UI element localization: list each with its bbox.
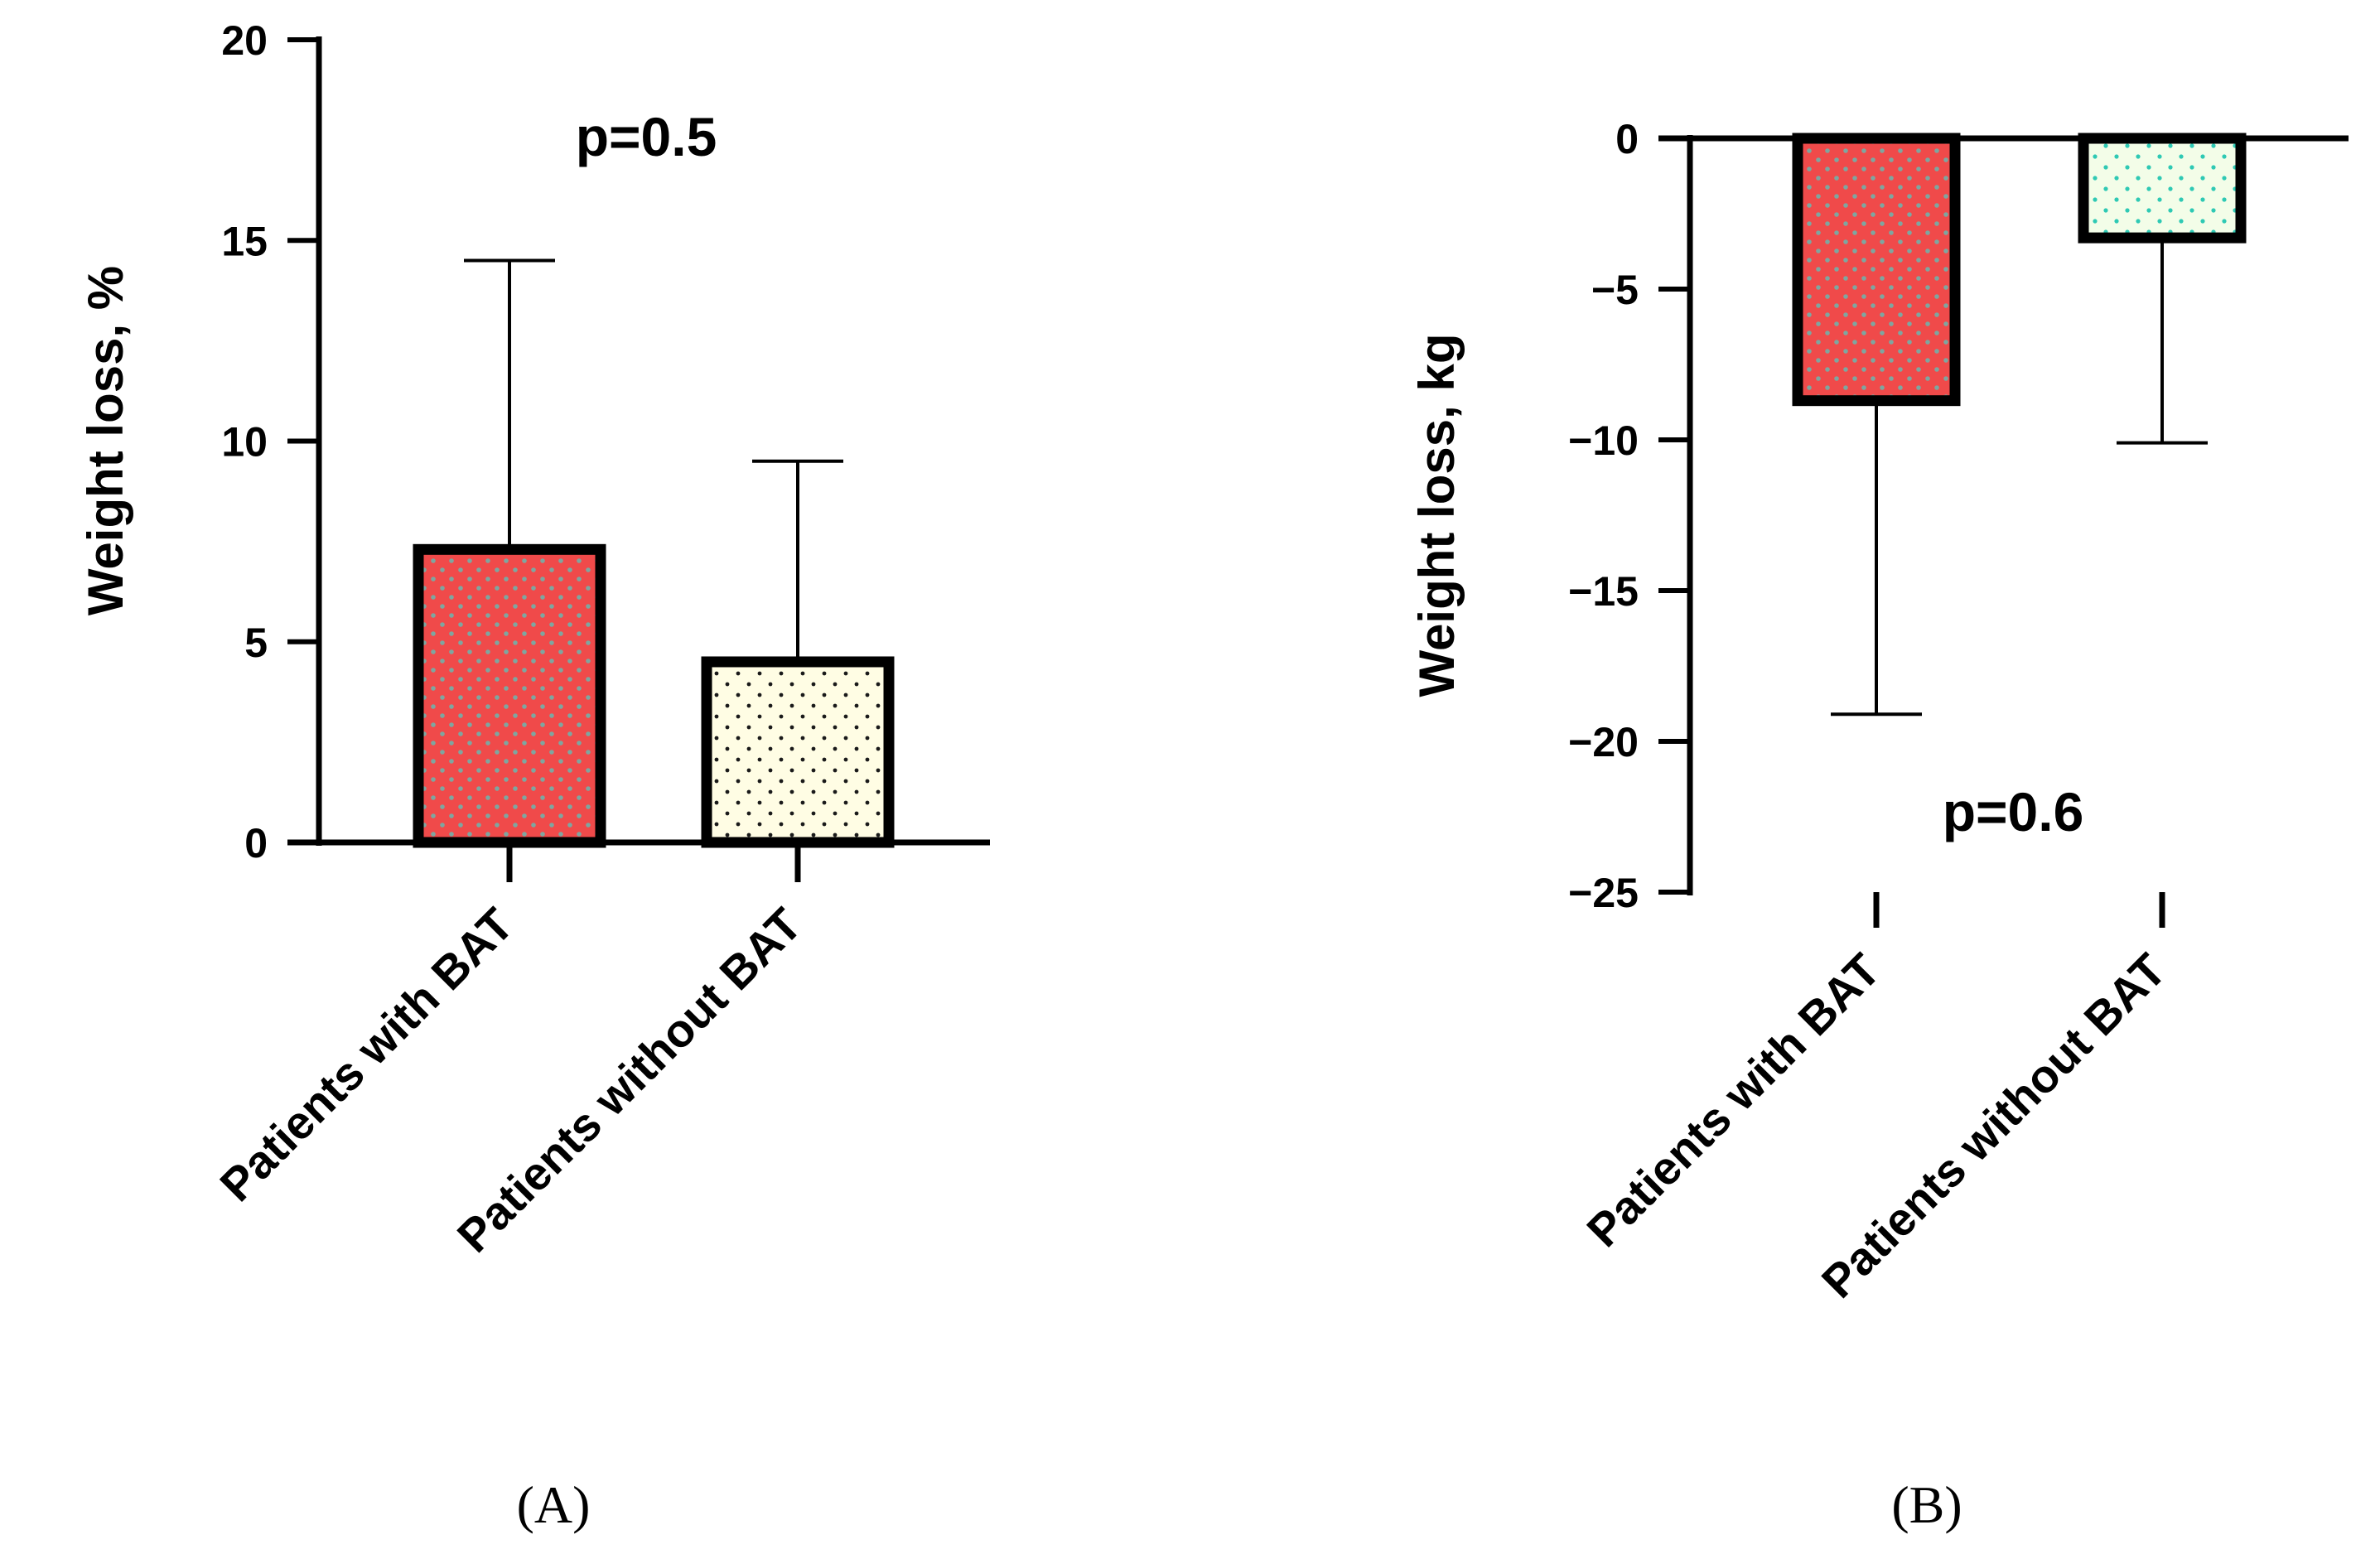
panel-b-bar-1 bbox=[1792, 133, 1961, 407]
panel-a-p-value: p=0.5 bbox=[576, 106, 717, 167]
panel-a-y-tick-label: 15 bbox=[221, 218, 268, 264]
panel-a-bar-1 bbox=[413, 543, 606, 848]
panel-a-y-tick-label: 10 bbox=[221, 419, 268, 466]
panel-b-y-tick-label: −15 bbox=[1568, 568, 1639, 615]
panel-b-y-tick-label: −10 bbox=[1568, 417, 1639, 464]
panel-b-bar-2 bbox=[2078, 133, 2247, 244]
panel-b-y-tick-label: 0 bbox=[1615, 116, 1639, 162]
panel-b-y-tick-label: −20 bbox=[1568, 719, 1639, 765]
panel-a-y-tick-label: 0 bbox=[244, 820, 268, 866]
panel-b-category-label-1: Patients with BAT bbox=[1576, 943, 1890, 1257]
panel-b-p-value: p=0.6 bbox=[1943, 781, 2084, 842]
panel-b-label: (B) bbox=[1891, 1475, 1962, 1534]
panel-a-y-tick-label: 20 bbox=[221, 17, 268, 64]
panel-b-y-tick-label: −5 bbox=[1591, 267, 1639, 313]
panel-a-bar-2 bbox=[701, 656, 895, 848]
panel-a-category-label-1: Patients with BAT bbox=[210, 898, 523, 1211]
panel-a-y-tick-label: 5 bbox=[244, 620, 268, 666]
panel-b-y-axis-title: Weight loss, kg bbox=[1409, 334, 1465, 697]
panel-b-y-tick-label: −25 bbox=[1568, 870, 1639, 916]
panel-a-y-axis-title: Weight loss, % bbox=[78, 266, 133, 615]
panel-a-label: (A) bbox=[517, 1475, 591, 1534]
